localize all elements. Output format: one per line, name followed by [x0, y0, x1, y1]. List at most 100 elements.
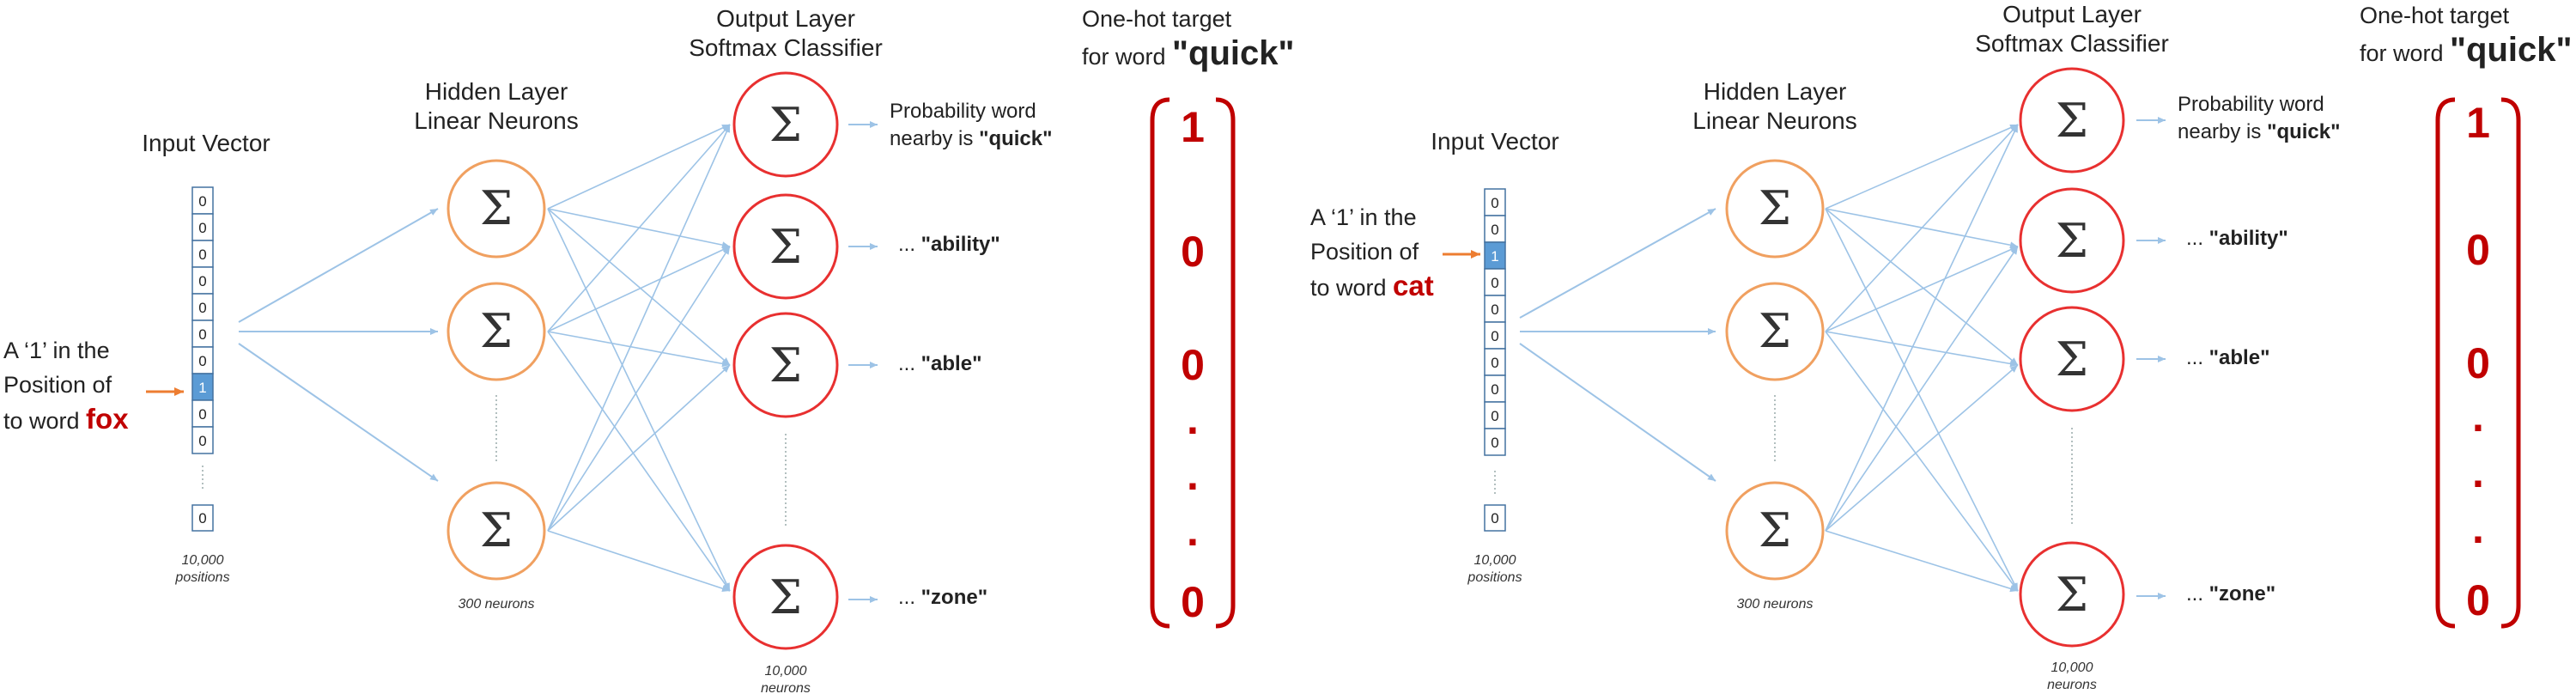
input-cell-value: 0	[1491, 355, 1498, 371]
input-cell	[191, 213, 214, 241]
label-word: "zone"	[2208, 582, 2276, 606]
input-cell-value: 0	[1491, 435, 1498, 451]
label-word: "quick"	[2267, 120, 2341, 143]
neuron-sigma: Σ	[1759, 304, 1791, 358]
output-neuron	[2019, 306, 2125, 412]
right-bracket	[1215, 97, 1236, 629]
connection	[547, 331, 731, 368]
input-vector-title: Input Vector	[142, 130, 270, 156]
output-label-zone: ... "zone"	[898, 584, 987, 612]
hidden-layer: Σ Σ Σ	[447, 159, 546, 581]
onehot-target-title: One-hot target for word "quick"	[2360, 0, 2572, 70]
onehot-value: 1	[2466, 99, 2490, 147]
output-neuron	[732, 193, 839, 300]
input-cell-value: 0	[1491, 408, 1498, 424]
title-line: One-hot target	[2360, 3, 2510, 28]
onehot-value: 0	[2466, 226, 2490, 274]
input-cell-value: 0	[1491, 195, 1498, 211]
hidden-layer: Σ Σ Σ	[1725, 159, 1825, 581]
input-cell-value: 0	[198, 300, 206, 316]
input-cell-value: 0	[1491, 381, 1498, 398]
hidden-layer-title: Hidden Layer Linear Neurons	[389, 77, 604, 136]
connection	[1825, 331, 2019, 592]
input-cell-value: 0	[198, 220, 206, 236]
output-label-zone: ... "zone"	[2186, 581, 2275, 608]
title-line: One-hot target	[1082, 6, 1232, 32]
onehot-vector: 1 0 0 . . . 0	[1150, 97, 1236, 629]
onehot-dot: .	[2472, 504, 2484, 552]
input-word: cat	[1393, 270, 1434, 301]
desc-line-word: to word fox	[3, 402, 129, 438]
input-cell-last-text: 0	[1491, 510, 1498, 527]
label-text: ...	[2186, 582, 2209, 606]
onehot-dot: .	[2472, 393, 2484, 441]
input-description: A ‘1’ in the Position of to word fox	[3, 333, 129, 438]
hidden-caption: 300 neurons	[458, 597, 535, 612]
onehot-value: 1	[1181, 103, 1205, 151]
connections	[146, 121, 878, 603]
connections	[1443, 117, 2166, 600]
connection	[1825, 124, 2019, 210]
neuron-sigma: Σ	[2056, 94, 2088, 148]
label-text: ...	[898, 586, 921, 609]
input-cell-value: 0	[198, 406, 206, 423]
title-prefix: for word	[1082, 44, 1173, 70]
input-cell-value: 1	[198, 380, 206, 396]
onehot-value: 0	[1181, 578, 1205, 626]
label-word: "able"	[920, 352, 982, 375]
output-layer-title: Output Layer Softmax Classifier	[1943, 0, 2201, 58]
connection	[1825, 124, 2019, 332]
input-caption-line: positions	[175, 570, 230, 585]
input-cell-value: 0	[198, 273, 206, 289]
onehot-value: 0	[1181, 228, 1205, 276]
output-neuron	[2019, 187, 2125, 294]
label-line: Probability word	[890, 100, 1036, 123]
input-cell-value: 0	[198, 247, 206, 263]
input-cell	[1484, 374, 1506, 403]
neuron-sigma: Σ	[769, 98, 802, 152]
input-word: fox	[86, 403, 129, 435]
connection	[547, 124, 731, 210]
desc-line: Position of	[1310, 239, 1419, 265]
onehot-value: 0	[2466, 339, 2490, 387]
title-line: Linear Neurons	[1692, 107, 1857, 134]
output-label-quick: Probability word nearby is "quick"	[2178, 91, 2341, 146]
connection	[1519, 208, 1716, 319]
input-cell-value: 0	[1491, 275, 1498, 291]
output-label-quick: Probability word nearby is "quick"	[890, 98, 1053, 153]
title-line: Linear Neurons	[414, 107, 579, 134]
input-caption-line: 10,000	[1473, 553, 1516, 568]
neuron-sigma: Σ	[480, 181, 513, 235]
output-layer-title: Output Layer Softmax Classifier	[657, 4, 914, 63]
input-cell	[1484, 428, 1506, 456]
label-text: nearby is	[890, 127, 980, 150]
onehot-value: 0	[2466, 576, 2490, 624]
neuron-sigma: Σ	[2056, 332, 2088, 387]
neuron-sigma: Σ	[1759, 503, 1791, 557]
output-caption-line: 10,000	[2050, 660, 2093, 675]
label-word: "ability"	[920, 233, 1000, 256]
desc-prefix: to word	[3, 408, 87, 434]
input-cell-value: 0	[198, 193, 206, 210]
connection	[1825, 124, 2019, 532]
left-bracket	[1150, 97, 1170, 629]
output-caption: 10,000 neurons	[2029, 660, 2115, 694]
onehot-dot: .	[1187, 451, 1199, 499]
title-line: Output Layer	[2002, 1, 2142, 27]
output-neuron	[732, 71, 839, 178]
connection	[1825, 208, 2019, 592]
label-text: ...	[2186, 346, 2209, 369]
hidden-neuron	[1725, 159, 1825, 259]
label-word: "ability"	[2208, 227, 2288, 250]
neuron-sigma: Σ	[2056, 214, 2088, 268]
connection	[238, 343, 439, 482]
title-line: for word "quick"	[2360, 33, 2572, 70]
connection	[547, 124, 731, 532]
desc-line: A ‘1’ in the	[1310, 204, 1417, 230]
output-caption: 10,000 neurons	[743, 663, 829, 697]
onehot-dot: .	[2472, 448, 2484, 496]
input-cell-last	[191, 504, 214, 532]
connection	[1825, 246, 2019, 332]
desc-prefix: to word	[1310, 275, 1394, 301]
output-layer: Σ Σ Σ Σ	[732, 71, 839, 650]
